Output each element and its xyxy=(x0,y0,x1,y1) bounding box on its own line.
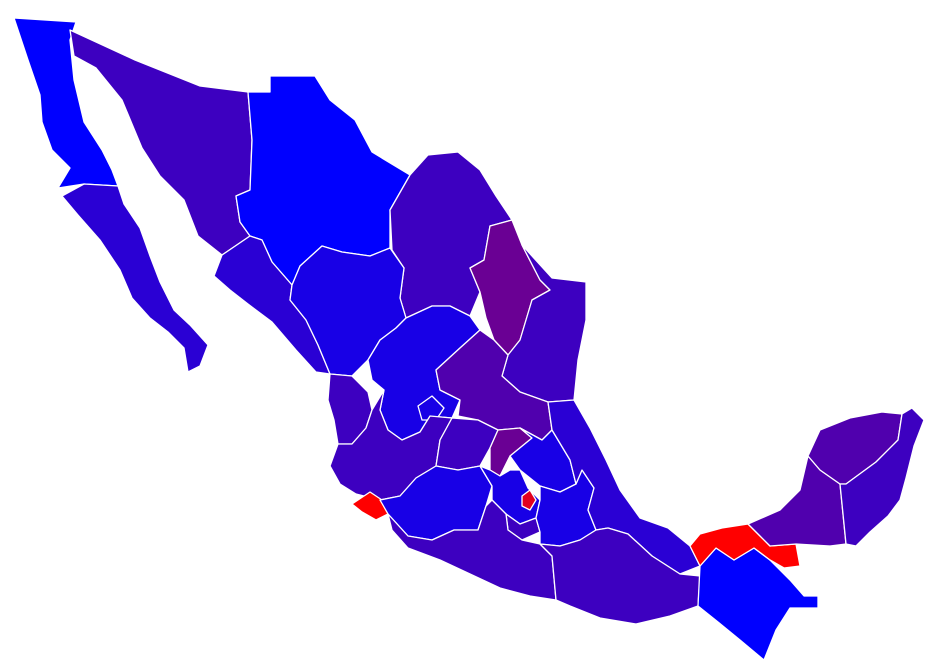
state-tabasco[interactable] xyxy=(689,523,801,569)
state-quintana-roo[interactable] xyxy=(839,407,925,547)
state-jalisco[interactable] xyxy=(329,389,453,501)
state-ciudad-de-mexico[interactable] xyxy=(521,489,537,511)
state-aguascalientes[interactable] xyxy=(417,395,445,421)
state-baja-california-sur[interactable] xyxy=(61,183,209,373)
state-guerrero[interactable] xyxy=(387,499,557,601)
